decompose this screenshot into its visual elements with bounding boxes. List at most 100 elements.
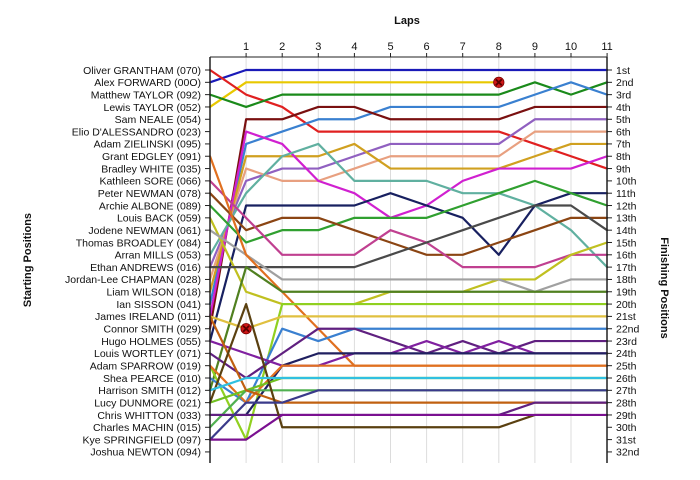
series-line-33 — [208, 389, 609, 441]
finishing-position-label: 29th — [616, 410, 637, 422]
labels: 1 2 3 4 5 6 7 8 9 10 11 Oliver GRANTHAM (070)Alex F… — [65, 41, 640, 459]
finishing-position-label: 25th — [616, 360, 637, 372]
lap-tick-label: 6 — [424, 41, 430, 53]
driver-label: Ian SISSON (041) — [116, 299, 201, 311]
driver-label: Elio D'ALESSANDRO (023) — [72, 126, 201, 138]
driver-label: Arran MILLS (053) — [115, 250, 201, 262]
series-line-2 — [208, 81, 500, 109]
driver-label: Connor SMITH (029) — [104, 324, 201, 336]
driver-label: Lewis TAYLOR (052) — [104, 102, 201, 114]
driver-label: Adam ZIELINSKI (095) — [94, 139, 201, 151]
retired-marker-icon — [493, 76, 505, 88]
driver-label: Louis WORTLEY (071) — [94, 348, 201, 360]
finishing-position-label: 19th — [616, 287, 637, 299]
x-axis-title: Laps — [394, 15, 420, 27]
finishing-position-label: 16th — [616, 250, 637, 262]
ticks — [205, 53, 612, 453]
driver-label: Jordan-Lee CHAPMAN (028) — [65, 274, 201, 286]
driver-label: Shea PEARCE (010) — [103, 373, 201, 385]
lap-tick-label: 4 — [351, 41, 357, 53]
finishing-position-label: 22nd — [616, 324, 640, 336]
lap-tick-label: 3 — [315, 41, 321, 53]
finishing-position-label: 23rd — [616, 336, 637, 348]
series-line-15 — [208, 179, 609, 269]
y-axis-title-right: Finishing Positions — [658, 237, 670, 338]
series-line-26 — [208, 352, 609, 417]
finishing-position-label: 8th — [616, 151, 631, 163]
series-line-4 — [208, 81, 609, 109]
lap-tick-label: 11 — [601, 41, 612, 53]
series-line-10 — [208, 130, 609, 318]
series-line-22 — [208, 315, 609, 330]
driver-label: James IRELAND (011) — [95, 311, 201, 323]
series-line-13 — [208, 179, 609, 244]
series-line-20 — [208, 266, 609, 392]
lap-tick-label: 5 — [387, 41, 393, 53]
finishing-position-label: 2nd — [616, 77, 634, 89]
finishing-position-label: 3rd — [616, 89, 631, 101]
markers — [240, 76, 505, 335]
finishing-position-label: 20th — [616, 299, 637, 311]
finishing-position-label: 24th — [616, 348, 637, 360]
series-line-29 — [208, 389, 609, 429]
series-line-21 — [208, 302, 609, 441]
driver-label: Archie ALBONE (089) — [99, 200, 201, 212]
series-line-31 — [208, 401, 609, 417]
finishing-position-label: 32nd — [616, 447, 640, 459]
driver-label: Kye SPRINGFIELD (097) — [83, 434, 201, 446]
finishing-position-label: 28th — [616, 397, 637, 409]
driver-label: Matthew TAYLOR (092) — [91, 89, 201, 101]
driver-label: Chris WHITTON (033) — [97, 410, 201, 422]
finishing-position-label: 10th — [616, 176, 637, 188]
series-line-14 — [208, 192, 609, 256]
lap-tick-label: 9 — [532, 41, 538, 53]
finishing-position-label: 13th — [616, 213, 637, 225]
series-line-11 — [208, 142, 609, 269]
driver-label: Joshua NEWTON (094) — [90, 447, 201, 459]
driver-label: Lucy DUNMORE (021) — [94, 397, 201, 409]
finishing-position-label: 30th — [616, 422, 637, 434]
finishing-position-label: 5th — [616, 114, 631, 126]
series-line-3 — [208, 68, 609, 170]
finishing-position-label: 15th — [616, 237, 637, 249]
driver-label: Harrison SMITH (012) — [98, 385, 201, 397]
driver-label: Jodene NEWMAN (061) — [88, 225, 201, 237]
finishing-position-label: 26th — [616, 373, 637, 385]
series-line-23 — [208, 327, 609, 404]
driver-label: Ethan ANDREWS (016) — [90, 262, 201, 274]
series-line-27 — [208, 364, 609, 404]
finishing-position-label: 27th — [616, 385, 637, 397]
finishing-position-label: 1st — [616, 65, 630, 77]
finishing-position-label: 11th — [616, 188, 636, 200]
driver-label: Kathleen SORE (066) — [99, 176, 201, 188]
driver-label: Grant EDGLEY (091) — [102, 151, 201, 163]
driver-label: Oliver GRANTHAM (070) — [83, 65, 201, 77]
series-line-9 — [208, 142, 609, 293]
driver-label: Alex FORWARD (00O) — [94, 77, 201, 89]
driver-label: Adam SPARROW (019) — [90, 360, 201, 372]
series-line-17 — [208, 204, 609, 269]
finishing-position-label: 12th — [616, 200, 637, 212]
series-line-7 — [208, 118, 609, 269]
driver-label: Peter NEWMAN (078) — [98, 188, 201, 200]
finishing-position-label: 14th — [616, 225, 637, 237]
driver-label: Hugo HOLMES (055) — [101, 336, 201, 348]
finishing-position-label: 6th — [616, 126, 631, 138]
series-line-32 — [208, 302, 573, 429]
lap-tick-label: 10 — [565, 41, 577, 53]
retired-marker-icon — [240, 323, 252, 335]
y-axis-title-left: Starting Positions — [22, 213, 34, 307]
finishing-position-label: 21st — [616, 311, 636, 323]
finishing-position-label: 4th — [616, 102, 631, 114]
axes — [209, 56, 608, 463]
series-line-1 — [208, 68, 609, 84]
lap-tick-label: 8 — [496, 41, 502, 53]
series-line-19 — [208, 155, 609, 367]
lap-tick-label: 7 — [460, 41, 466, 53]
series-line-34 — [208, 413, 609, 441]
finishing-position-label: 18th — [616, 274, 637, 286]
driver-label: Louis BACK (059) — [117, 213, 201, 225]
finishing-position-label: 17th — [616, 262, 637, 274]
series-line-8 — [208, 130, 609, 281]
